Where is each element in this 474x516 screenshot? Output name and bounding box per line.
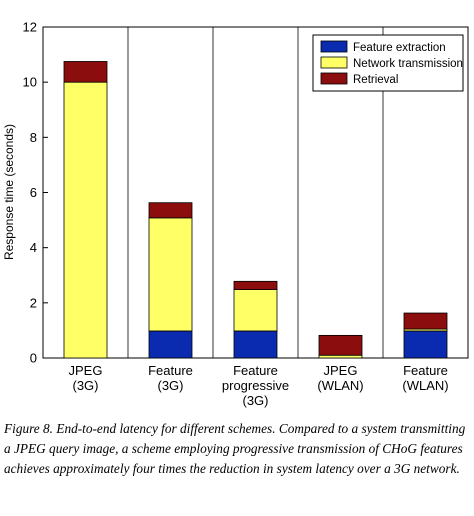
bars bbox=[63, 61, 448, 359]
category-label: JPEG (WLAN) bbox=[317, 363, 363, 393]
category-label: Feature (WLAN) bbox=[402, 363, 448, 393]
latency-bar-chart: 0 2 4 6 8 10 12 JPEG (3G) Feature (3G) Feature prog… bbox=[2, 20, 469, 408]
category-label: Feature progressive (3G) bbox=[222, 363, 289, 408]
bar-feature-extraction bbox=[148, 330, 193, 359]
legend-swatch bbox=[320, 72, 348, 85]
legend-label: Network transmission bbox=[353, 58, 463, 70]
y-tick-label: 0 bbox=[30, 351, 37, 366]
y-tick-label: 2 bbox=[30, 295, 37, 310]
y-axis-title: Response time (seconds) bbox=[2, 124, 16, 260]
figure-caption: Figure 8. End-to-end latency for differe… bbox=[4, 421, 466, 476]
x-axis: JPEG (3G) Feature (3G) Feature progressive (3G… bbox=[69, 363, 449, 408]
bar-network-transmission bbox=[63, 81, 108, 359]
legend: Feature extraction Network transmission Re… bbox=[312, 34, 464, 92]
bar-retrieval bbox=[318, 334, 363, 356]
bar-network-transmission bbox=[148, 217, 193, 332]
bar-retrieval bbox=[63, 61, 108, 83]
y-tick-label: 6 bbox=[30, 185, 37, 200]
bar-retrieval bbox=[233, 280, 278, 290]
y-tick-label: 12 bbox=[23, 20, 37, 35]
legend-label: Retrieval bbox=[353, 74, 398, 86]
legend-swatch bbox=[320, 56, 348, 69]
y-axis: 0 2 4 6 8 10 12 bbox=[23, 20, 48, 366]
bar-feature-extraction bbox=[233, 330, 278, 359]
grid-lines bbox=[127, 27, 384, 358]
y-tick-label: 8 bbox=[30, 130, 37, 145]
legend-swatch bbox=[320, 40, 348, 53]
bar-feature-extraction bbox=[403, 330, 448, 359]
bar-network-transmission bbox=[318, 354, 363, 359]
bar-network-transmission bbox=[233, 289, 278, 332]
y-tick-label: 4 bbox=[30, 240, 37, 255]
bar-retrieval bbox=[148, 202, 193, 219]
bar-retrieval bbox=[403, 312, 448, 330]
y-tick-label: 10 bbox=[23, 75, 37, 90]
category-label: JPEG (3G) bbox=[69, 363, 103, 393]
legend-label: Feature extraction bbox=[353, 42, 446, 54]
category-label: Feature (3G) bbox=[148, 363, 193, 393]
